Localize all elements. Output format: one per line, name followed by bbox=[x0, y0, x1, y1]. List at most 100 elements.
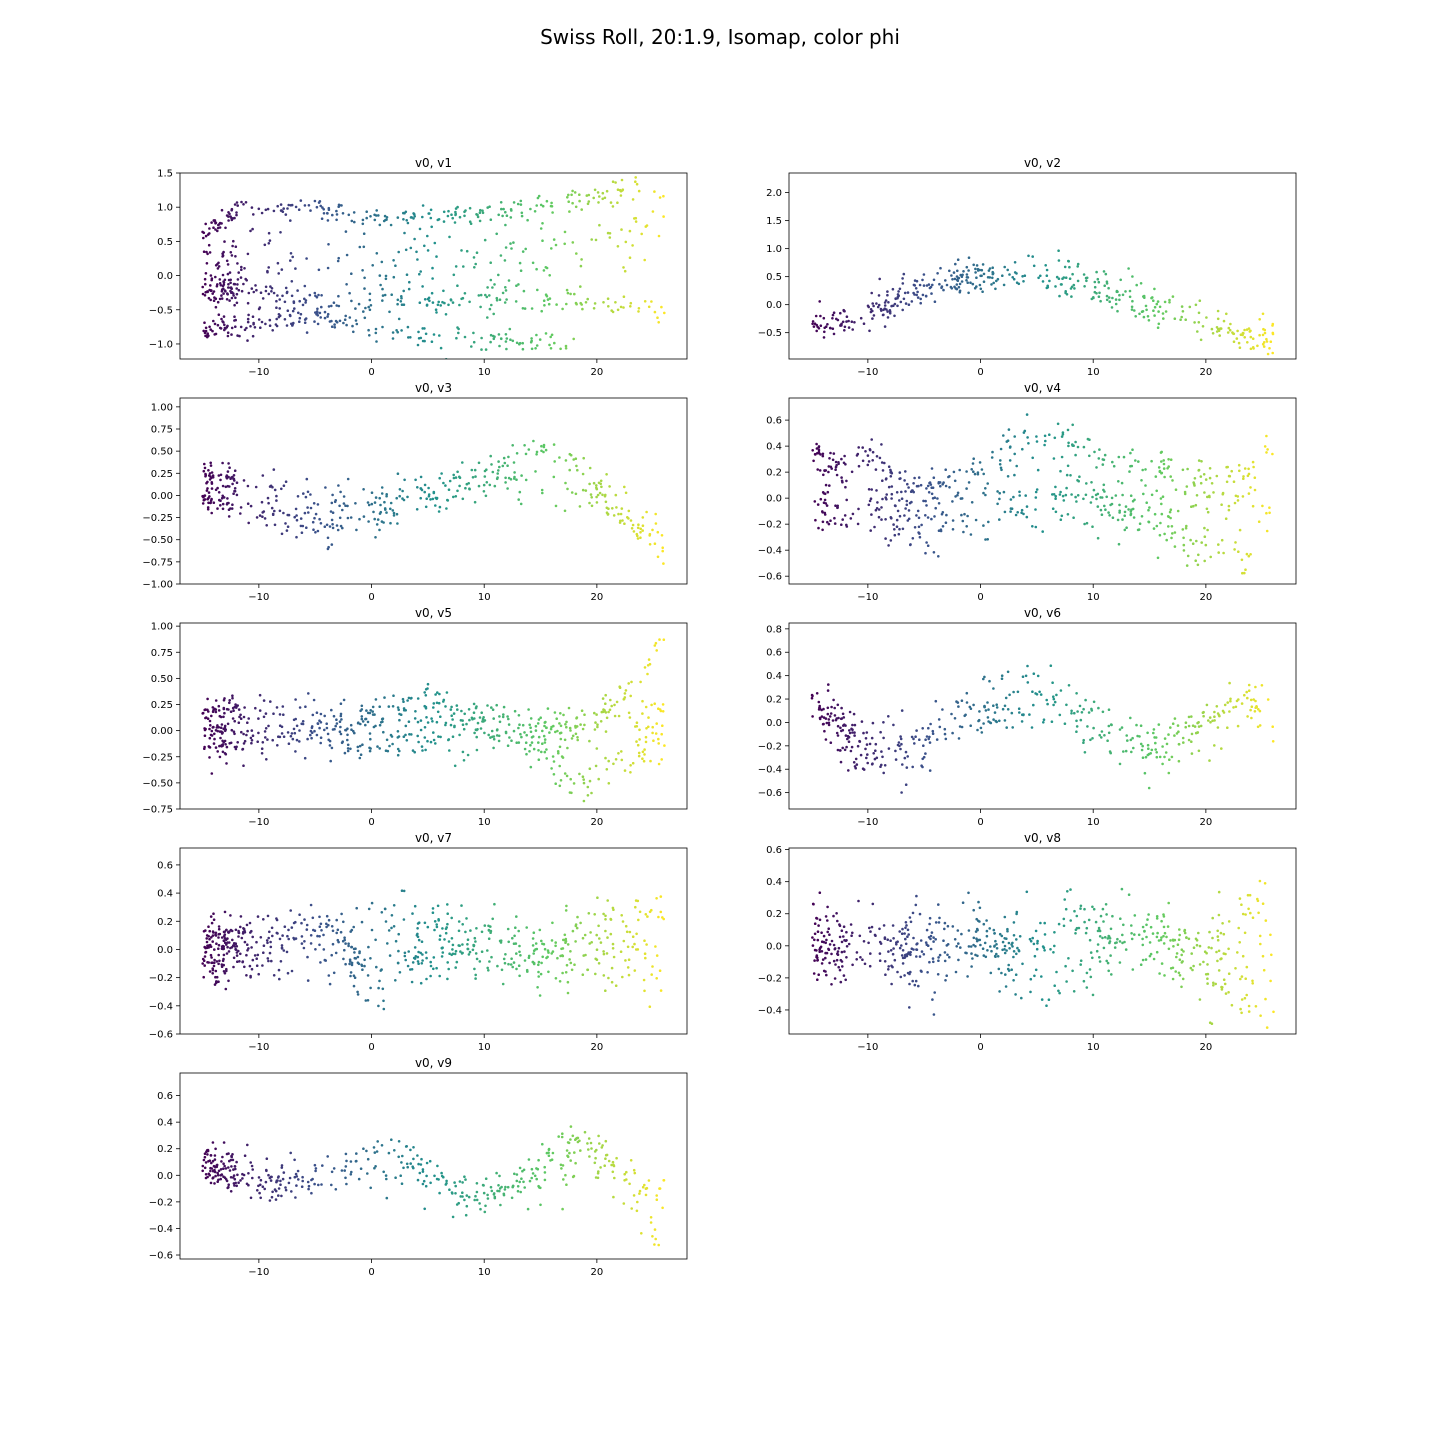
scatter-point bbox=[206, 497, 209, 501]
scatter-point bbox=[1227, 504, 1231, 508]
scatter-point bbox=[1006, 967, 1010, 971]
scatter-point bbox=[1182, 543, 1186, 547]
scatter-point bbox=[824, 951, 827, 955]
scatter-point bbox=[420, 745, 424, 748]
scatter-point bbox=[207, 469, 210, 472]
scatter-point bbox=[383, 214, 387, 218]
scatter-point bbox=[458, 944, 461, 947]
scatter-point bbox=[628, 930, 632, 934]
scatter-point bbox=[370, 502, 374, 506]
scatter-point bbox=[319, 922, 323, 926]
scatter-point bbox=[541, 955, 544, 959]
scatter-point bbox=[882, 736, 885, 740]
scatter-point bbox=[273, 509, 276, 513]
scatter-point bbox=[826, 323, 829, 326]
scatter-point bbox=[1044, 439, 1047, 443]
scatter-point bbox=[218, 278, 222, 281]
scatter-point bbox=[345, 323, 348, 327]
scatter-point bbox=[986, 701, 989, 704]
scatter-point bbox=[1015, 910, 1019, 914]
scatter-point bbox=[1155, 489, 1158, 493]
scatter-point bbox=[566, 291, 570, 295]
scatter-point bbox=[1146, 315, 1150, 318]
scatter-point bbox=[1020, 996, 1023, 1000]
scatter-point bbox=[328, 982, 332, 986]
scatter-point bbox=[581, 472, 585, 476]
scatter-point bbox=[356, 993, 360, 996]
scatter-point bbox=[513, 709, 517, 713]
scatter-point bbox=[201, 502, 205, 505]
scatter-point bbox=[1010, 968, 1013, 971]
scatter-point bbox=[893, 314, 896, 318]
scatter-point bbox=[1232, 480, 1236, 484]
y-tick-label: −0.6 bbox=[758, 788, 782, 799]
scatter-point bbox=[1123, 510, 1127, 514]
scatter-point bbox=[840, 717, 844, 720]
scatter-point bbox=[579, 723, 582, 726]
scatter-point bbox=[214, 332, 218, 336]
scatter-point bbox=[419, 475, 423, 479]
scatter-point bbox=[241, 747, 245, 751]
scatter-point bbox=[866, 761, 869, 765]
x-tick-label: 20 bbox=[1199, 367, 1212, 378]
scatter-point bbox=[1177, 743, 1181, 746]
scatter-point bbox=[440, 946, 444, 950]
scatter-point bbox=[450, 213, 453, 216]
scatter-point bbox=[1131, 507, 1135, 511]
scatter-point bbox=[390, 293, 394, 297]
scatter-point bbox=[976, 269, 980, 272]
scatter-point bbox=[822, 492, 826, 495]
scatter-point bbox=[574, 457, 578, 461]
scatter-point bbox=[287, 937, 291, 941]
scatter-point bbox=[909, 543, 912, 546]
scatter-point bbox=[294, 267, 297, 270]
y-tick-label: 0.25 bbox=[151, 700, 173, 711]
scatter-point bbox=[385, 493, 389, 496]
scatter-point bbox=[1025, 890, 1029, 894]
scatter-point bbox=[1162, 462, 1166, 466]
scatter-point bbox=[532, 747, 536, 751]
scatter-point bbox=[654, 512, 657, 516]
scatter-point bbox=[451, 216, 455, 220]
scatter-point bbox=[637, 307, 641, 310]
scatter-point bbox=[845, 479, 848, 483]
scatter-point bbox=[1103, 284, 1106, 288]
scatter-point bbox=[559, 779, 563, 782]
scatter-point bbox=[384, 277, 388, 281]
x-tick-label: 10 bbox=[1087, 817, 1100, 828]
scatter-point bbox=[397, 949, 400, 953]
scatter-point bbox=[242, 930, 245, 934]
scatter-point bbox=[1085, 971, 1089, 975]
scatter-point bbox=[203, 727, 206, 730]
scatter-point bbox=[358, 517, 361, 521]
scatter-point bbox=[832, 943, 836, 947]
scatter-point bbox=[1039, 921, 1042, 925]
scatter-point bbox=[348, 958, 352, 961]
scatter-point bbox=[942, 481, 945, 484]
scatter-point bbox=[360, 708, 364, 711]
scatter-point bbox=[983, 705, 986, 709]
scatter-point bbox=[316, 307, 319, 311]
scatter-point bbox=[350, 219, 354, 223]
scatter-point bbox=[434, 308, 438, 312]
scatter-point bbox=[916, 296, 920, 299]
scatter-point bbox=[313, 729, 316, 733]
scatter-point bbox=[605, 952, 609, 955]
scatter-point bbox=[282, 484, 286, 488]
scatter-point bbox=[519, 732, 522, 736]
scatter-point bbox=[964, 713, 967, 717]
scatter-point bbox=[331, 493, 334, 497]
scatter-point bbox=[1144, 958, 1148, 961]
scatter-point bbox=[251, 734, 255, 737]
scatter-point bbox=[1075, 692, 1078, 695]
scatter-point bbox=[1180, 948, 1184, 951]
scatter-point bbox=[1008, 446, 1012, 449]
scatter-point bbox=[636, 526, 640, 530]
scatter-point bbox=[1043, 434, 1047, 438]
scatter-point bbox=[922, 755, 926, 759]
scatter-point bbox=[636, 899, 640, 903]
scatter-point bbox=[431, 720, 434, 723]
scatter-point bbox=[208, 251, 212, 254]
scatter-point bbox=[578, 772, 581, 776]
scatter-point bbox=[920, 970, 923, 973]
